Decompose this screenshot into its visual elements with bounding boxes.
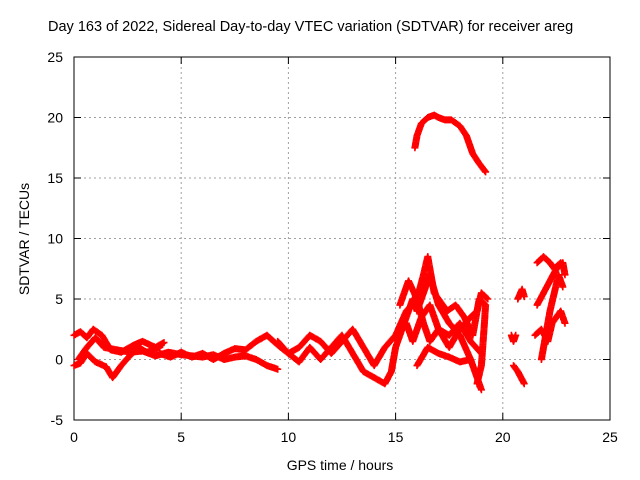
series-track-14 bbox=[533, 259, 569, 309]
y-tick-label: 5 bbox=[55, 291, 63, 307]
data-point bbox=[483, 294, 491, 302]
data-point bbox=[484, 295, 492, 303]
y-tick-label: 10 bbox=[47, 231, 63, 247]
x-tick-label: 0 bbox=[70, 429, 78, 445]
x-tick-label: 25 bbox=[602, 429, 618, 445]
series-track-12 bbox=[507, 331, 520, 345]
series-track-5 bbox=[274, 271, 485, 394]
x-tick-label: 20 bbox=[495, 429, 511, 445]
data-point bbox=[520, 380, 528, 388]
y-tick-label: 0 bbox=[55, 352, 63, 368]
series-track-16 bbox=[533, 253, 565, 273]
series-track-9 bbox=[411, 111, 490, 176]
axis-ticks: 0 5 10 15 20 25 -5 0 5 10 15 20 25 bbox=[47, 49, 618, 445]
series-track-10 bbox=[510, 362, 528, 388]
x-axis-label: GPS time / hours bbox=[286, 457, 394, 473]
data-point bbox=[561, 319, 569, 327]
data-point bbox=[512, 331, 520, 339]
y-axis-label: SDTVAR / TECUs bbox=[16, 182, 32, 296]
series-track-11 bbox=[514, 285, 528, 303]
data-point bbox=[274, 365, 282, 373]
data-point bbox=[481, 167, 489, 175]
data-point bbox=[559, 283, 567, 291]
y-tick-label: 25 bbox=[47, 49, 63, 65]
data-point bbox=[482, 168, 490, 176]
grid-lines bbox=[74, 57, 610, 420]
x-tick-label: 15 bbox=[388, 429, 404, 445]
chart-title: Day 163 of 2022, Sidereal Day-to-day VTE… bbox=[48, 19, 574, 35]
y-tick-label: -5 bbox=[51, 412, 64, 428]
series-track-15 bbox=[537, 271, 567, 363]
data-point bbox=[557, 259, 565, 267]
x-tick-label: 10 bbox=[281, 429, 297, 445]
series-track-8 bbox=[413, 343, 475, 370]
data-point bbox=[473, 380, 481, 388]
data-point bbox=[520, 293, 528, 301]
series-track-7 bbox=[402, 289, 492, 351]
data-point bbox=[477, 386, 485, 394]
y-tick-label: 15 bbox=[47, 170, 63, 186]
data-point bbox=[467, 356, 475, 363]
data-series bbox=[70, 111, 569, 394]
data-point bbox=[556, 260, 564, 268]
data-point bbox=[160, 339, 168, 347]
y-tick-label: 20 bbox=[47, 110, 63, 126]
x-tick-label: 5 bbox=[177, 429, 185, 445]
data-point bbox=[561, 271, 569, 279]
